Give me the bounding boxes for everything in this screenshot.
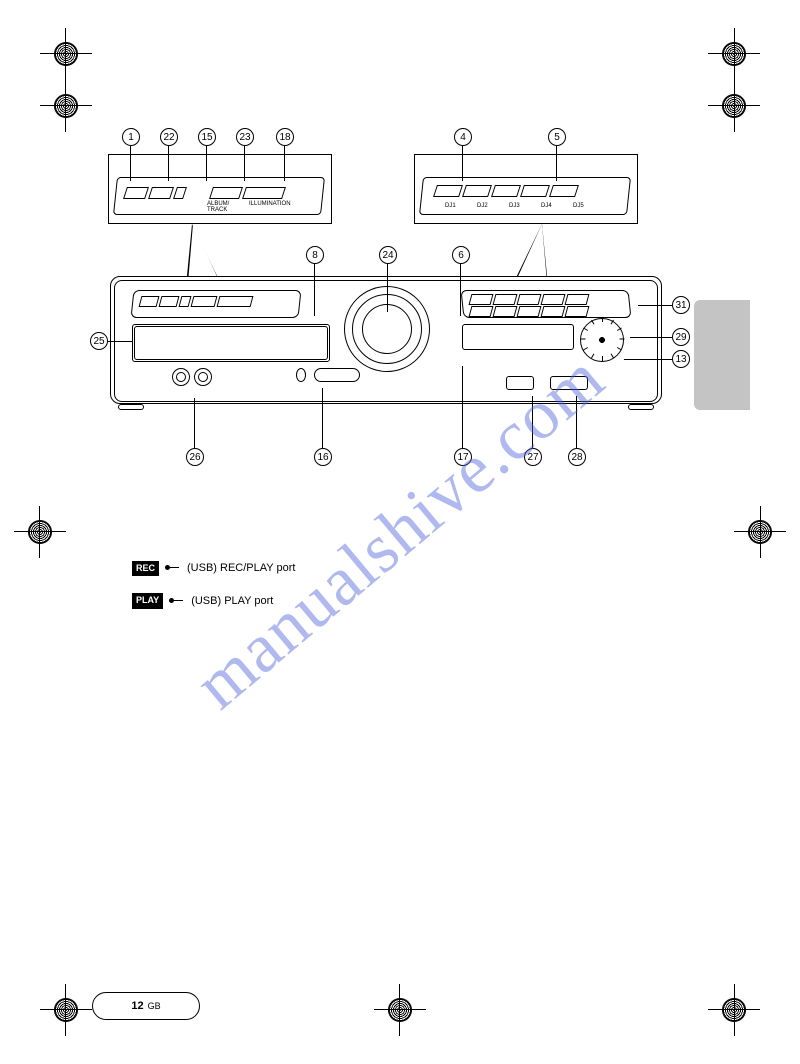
leader bbox=[244, 146, 245, 181]
leader bbox=[322, 388, 323, 448]
product-diagram: 1 22 15 23 18 4 5 ALBUM/ TRACK ILLUMINAT… bbox=[118, 128, 684, 488]
leader bbox=[460, 264, 461, 316]
reg-mark bbox=[708, 80, 760, 132]
reg-mark bbox=[708, 28, 760, 80]
callout-29: 29 bbox=[672, 328, 690, 346]
label-dj1: DJ1 bbox=[445, 203, 456, 209]
callout-8: 8 bbox=[306, 246, 324, 264]
leader bbox=[168, 146, 169, 181]
callout-13: 13 bbox=[672, 350, 690, 368]
leader bbox=[462, 146, 463, 181]
callout-26: 26 bbox=[186, 448, 204, 466]
callout-31: 31 bbox=[672, 296, 690, 314]
callout-1: 1 bbox=[122, 128, 140, 146]
leader bbox=[638, 305, 672, 306]
leader bbox=[556, 146, 557, 181]
callout-25: 25 bbox=[90, 332, 108, 350]
page-root: manualshive.com 1 22 15 23 18 4 5 bbox=[0, 0, 800, 1064]
reg-mark bbox=[40, 28, 92, 80]
leader bbox=[462, 366, 463, 448]
reg-mark bbox=[708, 984, 760, 1036]
callout-18: 18 bbox=[276, 128, 294, 146]
reg-mark bbox=[40, 80, 92, 132]
reg-mark bbox=[40, 984, 92, 1036]
callout-16: 16 bbox=[314, 448, 332, 466]
label-dj4: DJ4 bbox=[541, 203, 552, 209]
page-region: GB bbox=[148, 1001, 161, 1011]
reg-mark bbox=[374, 984, 426, 1036]
label-dj3: DJ3 bbox=[509, 203, 520, 209]
label-illumination: ILLUMINATION bbox=[249, 201, 291, 207]
callout-6: 6 bbox=[452, 246, 470, 264]
callout-28: 28 bbox=[568, 448, 586, 466]
leader bbox=[206, 146, 207, 181]
usb-icon bbox=[165, 563, 181, 573]
callout-23: 23 bbox=[236, 128, 254, 146]
usb-icon bbox=[169, 596, 185, 606]
callout-27: 27 bbox=[524, 448, 542, 466]
label-dj5: DJ5 bbox=[573, 203, 584, 209]
callout-22: 22 bbox=[160, 128, 178, 146]
page-number: 12 bbox=[131, 1000, 143, 1012]
callout-17: 17 bbox=[454, 448, 472, 466]
usb-play-text: (USB) PLAY port bbox=[191, 593, 273, 610]
inset-left: ALBUM/ TRACK ILLUMINATION bbox=[108, 154, 332, 224]
leader bbox=[284, 146, 285, 181]
leader bbox=[624, 359, 672, 360]
side-tab bbox=[694, 300, 750, 410]
usb-rec-text: (USB) REC/PLAY port bbox=[187, 560, 295, 577]
usb-play-row: PLAY (USB) PLAY port bbox=[132, 593, 295, 610]
badge-rec: REC bbox=[132, 561, 159, 577]
inset-right: DJ1 DJ2 DJ3 DJ4 DJ5 bbox=[414, 154, 638, 224]
leader bbox=[576, 396, 577, 448]
reg-mark bbox=[734, 506, 786, 558]
usb-legend: REC (USB) REC/PLAY port PLAY (USB) PLAY … bbox=[132, 560, 295, 625]
reg-mark bbox=[14, 506, 66, 558]
callout-5: 5 bbox=[548, 128, 566, 146]
usb-rec-row: REC (USB) REC/PLAY port bbox=[132, 560, 295, 577]
leader bbox=[130, 146, 131, 181]
leader bbox=[630, 337, 672, 338]
label-dj2: DJ2 bbox=[477, 203, 488, 209]
callout-24: 24 bbox=[379, 246, 397, 264]
label-album-track: ALBUM/ TRACK bbox=[207, 201, 229, 213]
leader bbox=[314, 264, 315, 316]
leader bbox=[108, 341, 132, 342]
callout-4: 4 bbox=[454, 128, 472, 146]
leader bbox=[194, 398, 195, 448]
leader bbox=[387, 264, 388, 312]
badge-play: PLAY bbox=[132, 593, 163, 609]
callout-15: 15 bbox=[198, 128, 216, 146]
page-number-badge: 12 GB bbox=[92, 992, 200, 1020]
leader bbox=[532, 396, 533, 448]
